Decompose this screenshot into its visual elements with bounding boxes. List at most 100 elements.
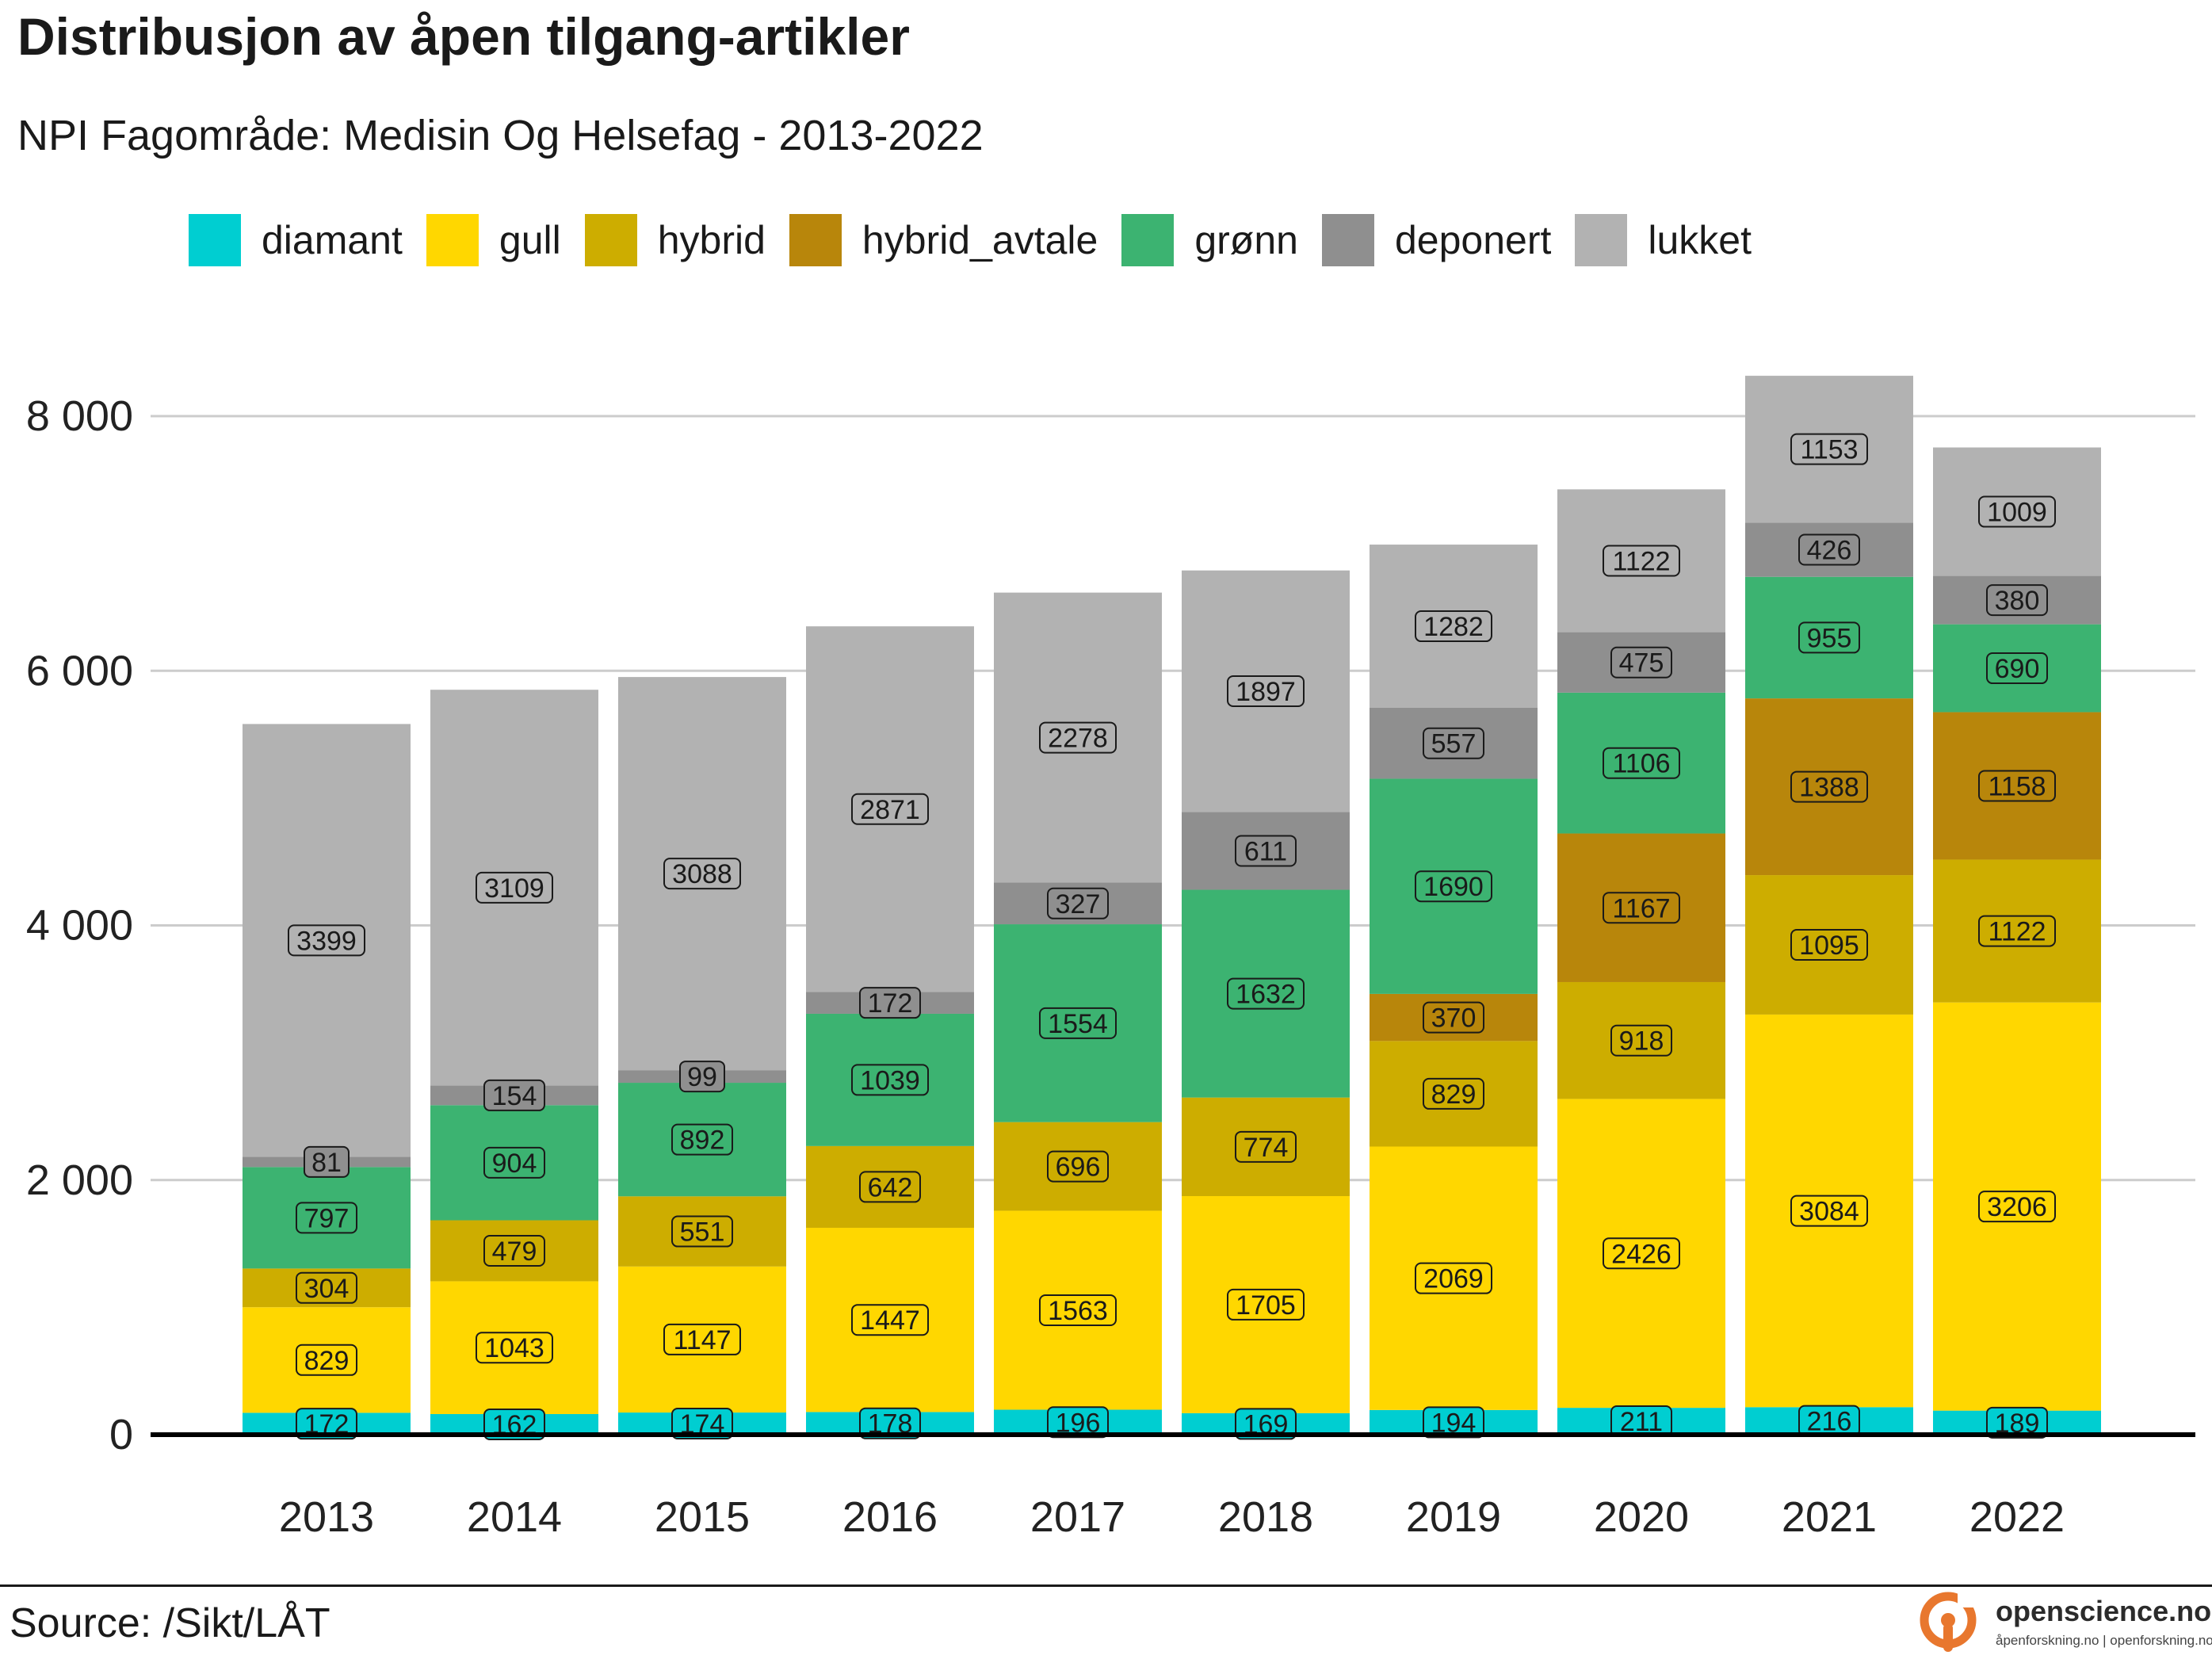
data-label: 154 (492, 1081, 537, 1111)
data-label-box (1986, 652, 2048, 685)
data-label: 892 (680, 1126, 725, 1156)
data-label-box (296, 1271, 357, 1304)
x-tick-label: 2018 (1218, 1493, 1313, 1541)
data-label-box (1978, 915, 2056, 947)
data-label-box (1603, 545, 1680, 577)
data-label-box (1798, 533, 1860, 566)
data-label-box (296, 1408, 357, 1440)
data-label-box (663, 858, 741, 890)
data-label: 1554 (1048, 1009, 1108, 1039)
data-label: 2426 (1611, 1239, 1671, 1269)
data-label-box (1790, 770, 1868, 803)
y-tick-label: 0 (109, 1411, 133, 1458)
data-label: 3206 (1987, 1192, 2047, 1222)
data-label: 1447 (860, 1305, 920, 1336)
data-label: 829 (304, 1346, 350, 1376)
data-label: 475 (1619, 648, 1664, 679)
data-label: 1690 (1423, 872, 1484, 902)
data-label-box (851, 1304, 929, 1336)
data-label-box (671, 1408, 733, 1440)
data-label-box (1798, 621, 1860, 654)
data-label-box (1235, 1408, 1297, 1440)
legend-item-gull: gull (426, 214, 561, 266)
legend-label: hybrid_avtale (861, 218, 1098, 262)
data-label: 1158 (1988, 771, 2046, 801)
brand-logo: openscience.no åpenforskning.no | openfo… (1916, 1592, 2212, 1655)
y-tick-label: 6 000 (26, 647, 133, 694)
legend-swatch (789, 214, 842, 266)
data-label: 2278 (1048, 724, 1108, 754)
legend-label: grønn (1194, 218, 1298, 262)
legend-swatch (426, 214, 479, 266)
data-label-box (1423, 1001, 1484, 1034)
data-label: 426 (1807, 535, 1852, 565)
x-tick-label: 2016 (842, 1493, 938, 1541)
data-label: 370 (1431, 1003, 1477, 1034)
x-tick-label: 2022 (1969, 1493, 2065, 1541)
data-label-box (1227, 1288, 1305, 1321)
data-label-box (304, 1145, 350, 1178)
legend-label: hybrid (657, 218, 766, 262)
data-label-box (296, 1344, 357, 1376)
footer-divider (0, 1584, 2212, 1587)
brand-name: openscience.no (1996, 1595, 2212, 1627)
data-label: 3084 (1799, 1197, 1859, 1227)
x-tick-label: 2019 (1406, 1493, 1501, 1541)
source-caption: Source: /Sikt/LÅT (10, 1600, 330, 1646)
data-label: 1167 (1612, 893, 1670, 923)
data-label: 551 (680, 1217, 725, 1248)
data-label: 1705 (1236, 1290, 1296, 1321)
data-label-box (1978, 770, 2056, 802)
data-label-box (851, 1064, 929, 1096)
data-label: 99 (687, 1062, 717, 1092)
data-label-box (1790, 1195, 1868, 1227)
data-label-box (1978, 495, 2056, 528)
data-label-box (1235, 1130, 1297, 1163)
y-tick-label: 8 000 (26, 392, 133, 440)
legend-item-grønn: grønn (1121, 214, 1298, 266)
data-label-box (1610, 1024, 1672, 1057)
data-label: 1095 (1799, 931, 1859, 961)
data-label-box (663, 1323, 741, 1355)
data-label: 479 (492, 1237, 537, 1267)
data-label: 904 (492, 1149, 537, 1179)
data-label-box (859, 987, 921, 1019)
legend-item-lukket: lukket (1575, 214, 1752, 266)
data-label-box (1415, 1262, 1492, 1294)
legend-item-hybrid_avtale: hybrid_avtale (789, 214, 1098, 266)
data-label-box (1423, 1406, 1484, 1439)
legend-label: diamant (262, 218, 403, 262)
data-label-box (1415, 870, 1492, 903)
data-label-box (1603, 892, 1680, 924)
data-label-box (1790, 928, 1868, 961)
data-label: 1122 (1612, 546, 1670, 576)
legend-swatch (1575, 214, 1628, 266)
data-label: 211 (1620, 1407, 1663, 1437)
data-label-box (1610, 646, 1672, 679)
x-tick-label: 2020 (1594, 1493, 1689, 1541)
data-label: 690 (1995, 654, 2040, 684)
data-label-box (483, 1079, 545, 1111)
brand-tagline: åpenforskning.no | openforskning.no (1996, 1633, 2212, 1648)
data-label: 3088 (672, 859, 732, 889)
data-label-box (859, 1171, 921, 1203)
data-label: 642 (868, 1172, 913, 1202)
open-access-lock-icon (1920, 1592, 1977, 1652)
data-label: 1106 (1612, 749, 1670, 779)
data-label-box (296, 1202, 357, 1234)
data-label-box (1978, 1191, 2056, 1223)
data-label-box (1790, 433, 1868, 465)
data-label: 1388 (1799, 773, 1859, 803)
data-label: 380 (1995, 586, 2040, 616)
data-label-box (483, 1408, 545, 1440)
data-label: 696 (1056, 1153, 1101, 1183)
data-label: 3109 (484, 873, 544, 904)
legend-item-deponert: deponert (1321, 214, 1551, 266)
data-label-box (1039, 1007, 1117, 1039)
x-tick-label: 2015 (655, 1493, 750, 1541)
data-label-box (851, 793, 929, 825)
data-label-box (476, 871, 553, 904)
data-label-box (1986, 1406, 2048, 1439)
data-label-box (1039, 1294, 1117, 1326)
legend-swatch (584, 214, 637, 266)
